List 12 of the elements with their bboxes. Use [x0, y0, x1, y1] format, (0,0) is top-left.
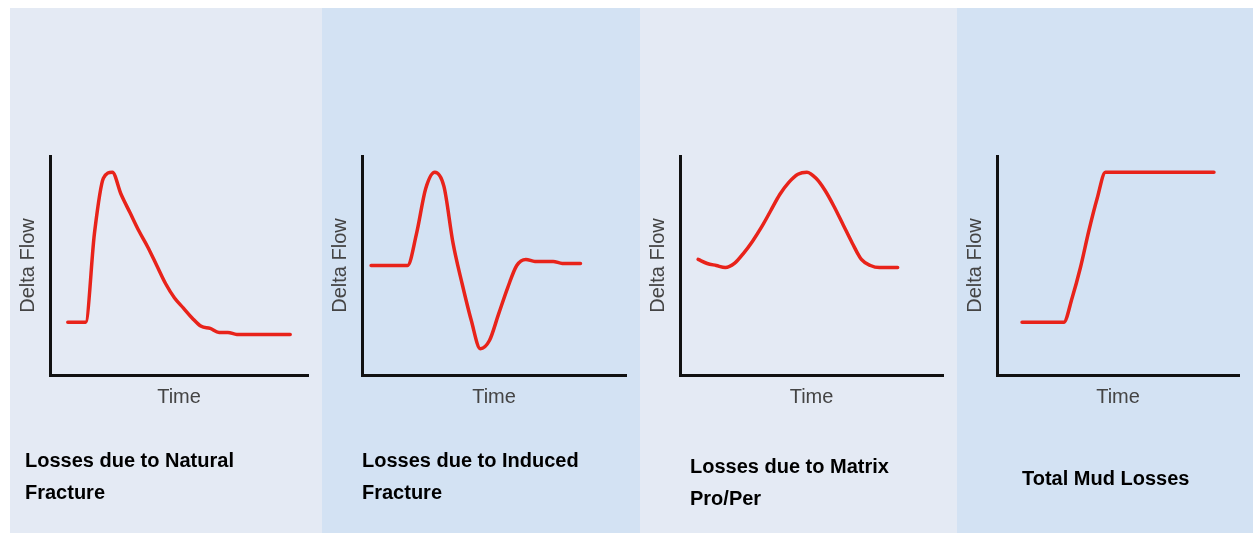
x-axis-title: Time: [157, 384, 201, 407]
y-axis-title: Delta Flow: [327, 217, 350, 313]
x-axis-title: Time: [472, 384, 516, 407]
text: Losses due to Induced Fracture: [362, 448, 580, 505]
y-axis-title: Delta Flow: [962, 217, 985, 313]
text: Losses due to Natural Fracture: [25, 448, 235, 505]
y-axis-title: Delta Flow: [645, 217, 668, 313]
y-axis-title: Delta Flow: [15, 217, 38, 313]
text: Losses due to Matrix Pro/Per: [690, 454, 890, 511]
text: Total Mud Losses: [1022, 466, 1191, 491]
x-axis-title: Time: [789, 384, 834, 407]
x-axis-title: Time: [1096, 384, 1140, 407]
